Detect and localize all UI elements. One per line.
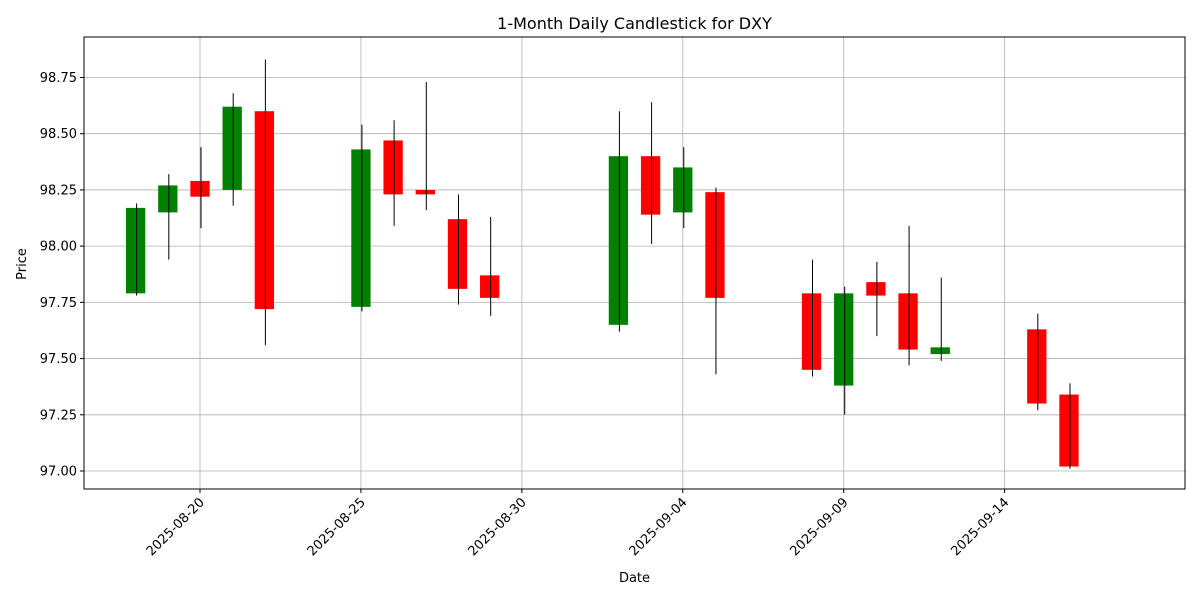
candle-body [705, 192, 725, 298]
candle-2025-09-16 [1059, 383, 1079, 469]
candle-body [254, 111, 275, 310]
candle-2025-08-27 [415, 81, 435, 211]
candle-2025-09-15 [1027, 313, 1047, 411]
candle-body [608, 156, 629, 325]
y-tick-label: 97.50 [40, 352, 77, 367]
candle-body [222, 106, 242, 190]
y-tick-label: 98.25 [40, 183, 77, 198]
y-tick-label: 98.50 [40, 127, 77, 142]
candle-2025-09-08 [801, 259, 822, 377]
candle-2025-08-19 [158, 174, 178, 260]
candle-2025-08-20 [190, 147, 210, 229]
y-tick-label: 98.75 [40, 71, 77, 86]
candle-2025-09-11 [898, 225, 918, 366]
y-tick-label: 98.00 [40, 240, 77, 255]
chart-title: 1-Month Daily Candlestick for DXY [497, 14, 772, 33]
candle-body [480, 275, 500, 298]
candles [125, 59, 1079, 469]
y-tick-label: 97.25 [40, 408, 77, 423]
candle-2025-08-25 [351, 124, 371, 312]
candle-body [415, 189, 435, 195]
y-axis: 97.00 97.25 97.50 97.75 98.00 98.25 98.50 98.75 [40, 71, 84, 480]
candle-2025-09-09 [834, 286, 854, 415]
candle-body [190, 180, 210, 197]
candle-body [351, 149, 371, 307]
candle-2025-08-26 [383, 120, 403, 226]
candle-body [640, 156, 661, 215]
y-axis-label: Price [15, 248, 30, 280]
candle-body [447, 219, 468, 289]
candle-body [801, 293, 822, 370]
candle-body [125, 207, 146, 294]
plot-frame [83, 36, 1186, 490]
candle-body [158, 185, 178, 213]
candle-2025-09-03 [640, 102, 661, 244]
candle-body [898, 293, 918, 350]
candle-2025-09-02 [608, 111, 629, 332]
y-tick-label: 97.75 [40, 296, 77, 311]
candle-body [1027, 329, 1047, 404]
candle-2025-09-10 [866, 261, 886, 337]
candle-2025-09-05 [705, 187, 725, 375]
candle-2025-08-18 [125, 203, 146, 296]
candle-body [673, 167, 693, 213]
candle-2025-09-12 [930, 277, 950, 361]
candle-2025-08-29 [480, 216, 500, 316]
candle-2025-08-22 [254, 59, 275, 346]
candle-2025-08-21 [222, 93, 242, 206]
candle-body [1059, 394, 1079, 467]
candle-body [834, 293, 854, 386]
x-axis-label: Date [619, 571, 650, 586]
candle-2025-08-28 [447, 194, 468, 305]
y-tick-label: 97.00 [40, 465, 77, 480]
candle-body [866, 282, 886, 296]
candle-body [383, 140, 403, 195]
candle-2025-09-04 [673, 147, 693, 229]
candle-body [930, 347, 950, 355]
